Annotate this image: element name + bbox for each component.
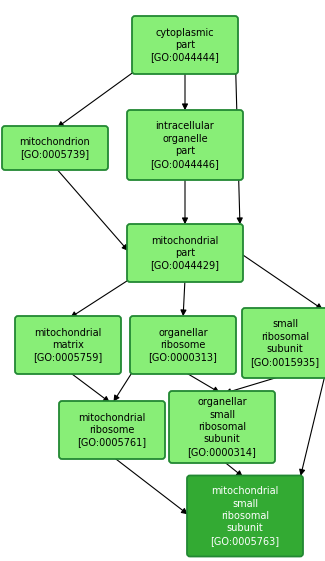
FancyBboxPatch shape (59, 401, 165, 459)
FancyBboxPatch shape (127, 224, 243, 282)
FancyBboxPatch shape (15, 316, 121, 374)
Text: mitochondrial
part
[GO:0044429]: mitochondrial part [GO:0044429] (150, 236, 219, 270)
FancyBboxPatch shape (242, 308, 325, 378)
Text: organellar
small
ribosomal
subunit
[GO:0000314]: organellar small ribosomal subunit [GO:0… (188, 397, 256, 457)
Text: mitochondrial
ribosome
[GO:0005761]: mitochondrial ribosome [GO:0005761] (77, 412, 147, 448)
Text: mitochondrial
matrix
[GO:0005759]: mitochondrial matrix [GO:0005759] (33, 328, 103, 362)
FancyBboxPatch shape (127, 110, 243, 180)
Text: mitochondrial
small
ribosomal
subunit
[GO:0005763]: mitochondrial small ribosomal subunit [G… (211, 486, 280, 546)
FancyBboxPatch shape (169, 391, 275, 463)
FancyBboxPatch shape (187, 476, 303, 557)
Text: mitochondrion
[GO:0005739]: mitochondrion [GO:0005739] (20, 137, 90, 159)
FancyBboxPatch shape (130, 316, 236, 374)
FancyBboxPatch shape (2, 126, 108, 170)
Text: organellar
ribosome
[GO:0000313]: organellar ribosome [GO:0000313] (149, 328, 217, 362)
FancyBboxPatch shape (132, 16, 238, 74)
Text: intracellular
organelle
part
[GO:0044446]: intracellular organelle part [GO:0044446… (150, 121, 219, 169)
Text: small
ribosomal
subunit
[GO:0015935]: small ribosomal subunit [GO:0015935] (251, 319, 319, 366)
Text: cytoplasmic
part
[GO:0044444]: cytoplasmic part [GO:0044444] (150, 27, 219, 62)
